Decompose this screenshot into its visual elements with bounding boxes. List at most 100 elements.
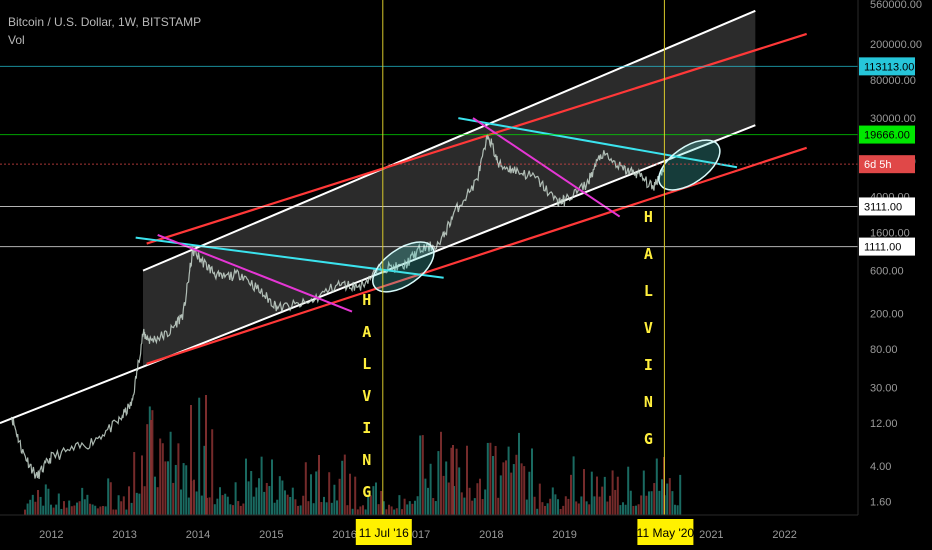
volume-bar [388,504,390,515]
price-badge-label: 113113.00 [864,61,914,73]
volume-bar [359,506,362,515]
volume-bar [494,445,497,515]
volume-bar [169,431,172,515]
volume-bar [81,487,84,515]
volume-bar [258,478,260,515]
volume-bar [42,505,45,515]
price-badge [859,125,915,144]
volume-bar [440,431,442,515]
volume-bar [596,476,598,515]
volume-bar [273,502,276,515]
volume-bar [468,487,471,515]
ellipse-2020 [658,139,721,191]
volume-bar [180,489,182,515]
x-tick-label: 2016 [332,529,356,541]
x-tick-label: 2013 [112,529,136,541]
volume-bar [531,448,533,515]
volume-bar [164,461,167,515]
volume-bar [65,507,68,515]
volume-bar [349,473,351,515]
volume-bar [148,406,151,515]
volume-bar [479,478,481,515]
y-tick-label: 200000.00 [870,39,922,51]
halving-letter: V [644,319,653,337]
y-tick-label: 30000.00 [870,113,916,125]
volume-bar [385,509,388,515]
volume-bar [632,505,635,515]
volume-bar [195,491,198,515]
halving-letter: N [362,451,371,469]
volume-bar [549,498,552,515]
volume-bar [289,497,292,515]
volume-bar [658,490,661,515]
volume-bar [562,505,565,515]
volume-bar [187,497,190,515]
volume-bar [39,496,42,515]
volume-bar [245,458,247,515]
volume-bar [676,505,679,515]
volume-bar [50,504,52,515]
volume-bar [460,492,463,515]
volume-bar [276,499,279,515]
volume-bar [557,499,559,515]
volume-bar [546,503,549,515]
volume-bar [281,480,284,515]
volume-bar [242,503,245,515]
volume-bar [585,501,588,515]
x-tick-label: 2017 [406,529,430,541]
volume-bar [406,504,409,515]
volume-bar [172,482,175,515]
volume-bar [213,504,216,515]
volume-bar [177,443,180,515]
volume-bar [432,498,435,515]
volume-bar [458,467,461,515]
volume-bar [141,455,143,515]
volume-bar [31,494,34,515]
volume-bar [476,483,479,515]
volume-bar [403,498,406,515]
volume-bar [525,499,528,515]
price-badge-label: 19666.00 [864,130,910,142]
x-tick-label: 2015 [259,529,283,541]
volume-bar [221,495,224,515]
volume-bar [619,505,622,515]
volume-bar [590,471,593,515]
volume-bar [203,445,206,515]
volume-bar [24,509,26,515]
volume-bar [364,509,367,515]
price-badge [859,57,915,76]
volume-bar [427,487,429,515]
volume-bar [328,472,331,515]
volume-bar [505,460,507,515]
volume-bar [302,495,305,515]
volume-bar [291,487,294,515]
volume-bar [429,463,432,515]
volume-bar [416,496,419,515]
volume-bar [661,479,663,515]
volume-bar [284,490,286,515]
volume-bar [271,459,273,515]
volume-bar [234,482,237,515]
volume-bar [650,491,653,515]
y-tick-label: 30.00 [870,382,898,394]
y-tick-label: 80.00 [870,344,898,356]
volume-bar [278,476,281,515]
volume-bar [414,500,416,515]
volume-bar [57,493,60,515]
volume-bar [73,505,76,515]
volume-bar [624,504,627,515]
volume-bar [325,502,328,515]
volume-bar [489,442,492,515]
volume-bar [447,482,450,515]
volume-bar [55,504,58,515]
volume-bar [320,502,323,515]
volume-bar [635,505,637,515]
volume-bar [653,483,656,515]
volume-bar [174,464,177,515]
volume-bar [497,497,500,515]
volume-bar [614,489,617,515]
x-tick-label: 2018 [479,529,503,541]
volume-bar [507,446,510,515]
price-series [10,133,665,480]
